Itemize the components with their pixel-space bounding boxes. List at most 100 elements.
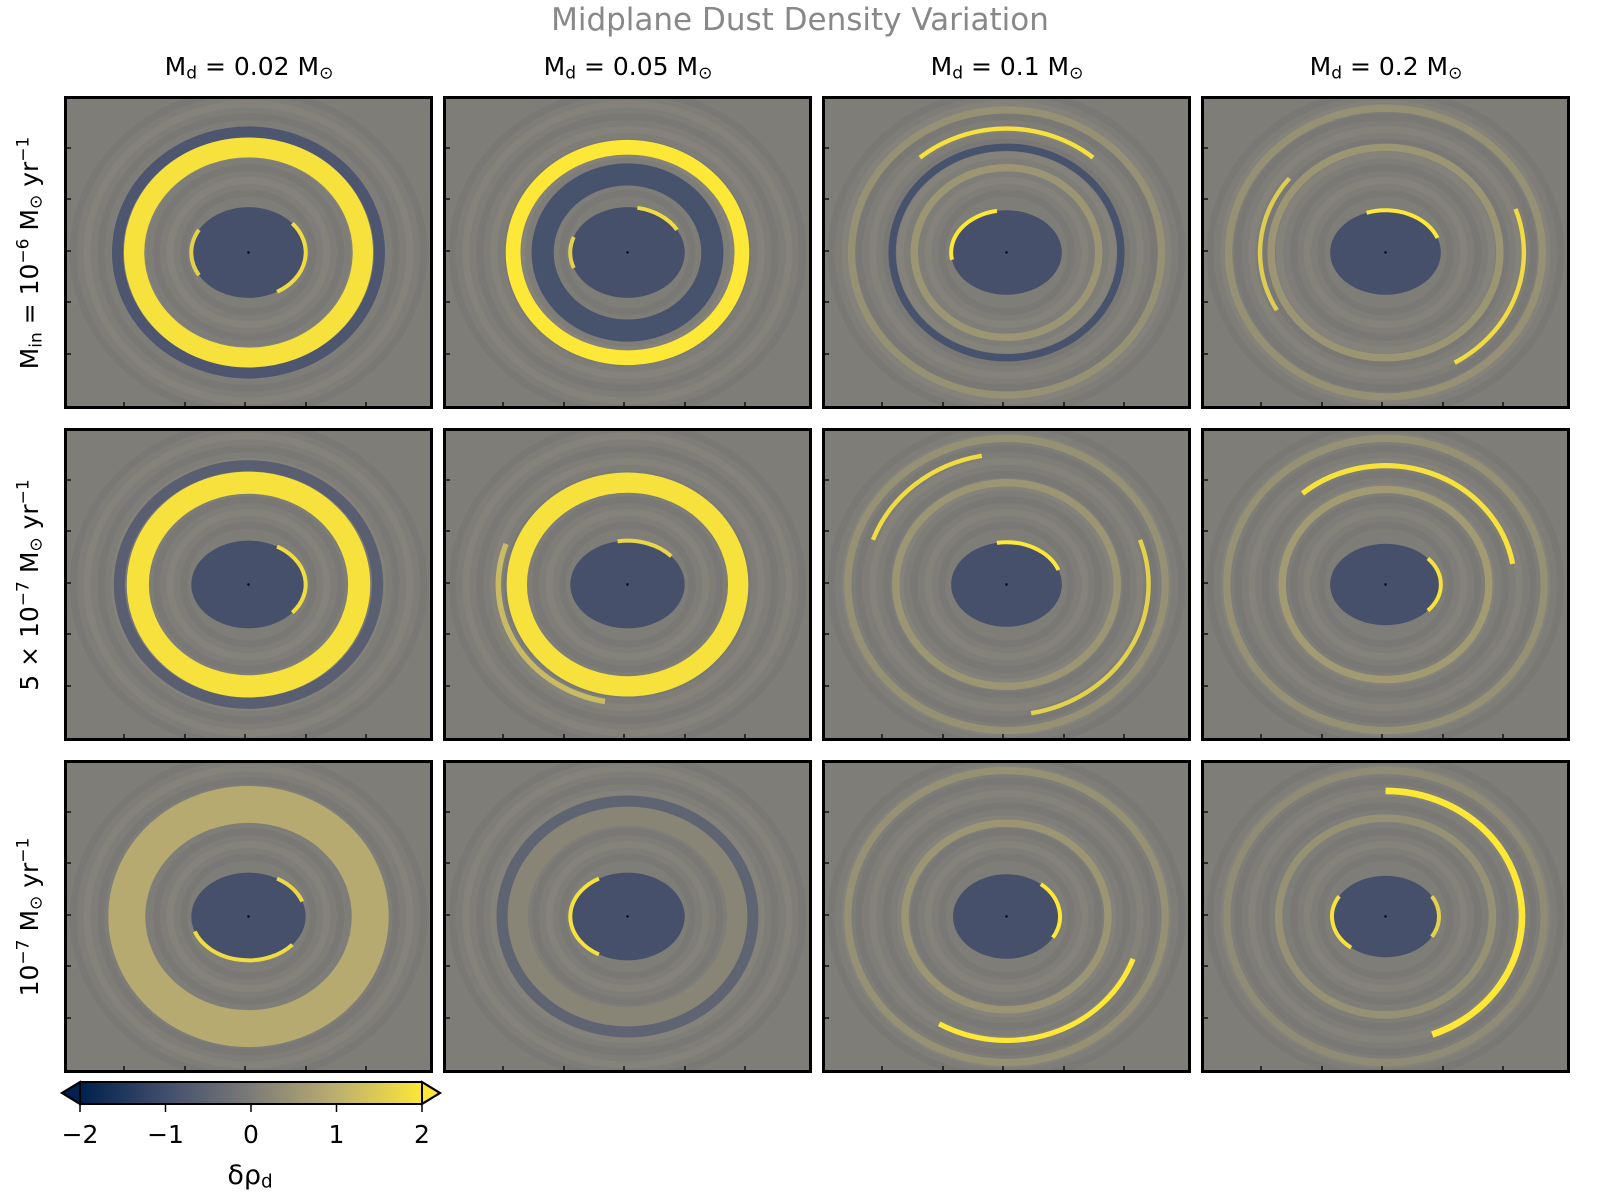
inner-edge-arc: [1330, 894, 1353, 950]
density-ring: [496, 795, 759, 1038]
heatmap-panel: [822, 760, 1191, 1073]
colorbar-extend-low: [60, 1080, 81, 1106]
inner-edge-arc: [276, 221, 308, 294]
ripple-ring: [827, 428, 1186, 741]
ripple-ring: [97, 113, 400, 392]
heatmap-panel: [822, 96, 1191, 409]
ripple-ring: [1317, 189, 1454, 316]
inner-edge-arc: [276, 544, 308, 615]
ripple-ring: [1262, 802, 1509, 1031]
colorbar-tick-label: −2: [61, 1120, 99, 1149]
ripple-ring: [883, 802, 1130, 1031]
panel-frame: [822, 96, 1191, 409]
ripple-ring: [166, 840, 331, 993]
inner-edge-arc: [276, 876, 305, 903]
density-ring: [1300, 463, 1516, 565]
ripple-ring: [1248, 457, 1523, 712]
density-ring: [844, 766, 1169, 1067]
density-ring: [505, 803, 750, 1030]
heatmap-svg: [443, 428, 812, 741]
ripple-ring: [448, 428, 807, 741]
ripple-ring: [1262, 138, 1509, 367]
ripple-ring: [152, 828, 345, 1005]
ripple-ring: [1317, 853, 1454, 980]
panel-frame: [443, 760, 812, 1073]
ripple-ring: [545, 840, 710, 993]
density-ring: [1224, 104, 1547, 401]
panel-frame: [443, 428, 812, 741]
star-marker: [1005, 251, 1008, 254]
heatmap-panel: [443, 760, 812, 1073]
heatmap-svg: [1201, 760, 1570, 1073]
inner-edge-arc: [568, 236, 576, 269]
figure-title: Midplane Dust Density Variation: [551, 2, 1049, 38]
ripple-ring: [883, 470, 1130, 699]
heatmap-svg: [822, 428, 1191, 741]
ripple-ring: [1317, 521, 1454, 648]
heatmap-panel: [1201, 96, 1570, 409]
inner-edge-arc: [192, 930, 294, 963]
ripple-ring: [448, 760, 807, 1073]
star-marker: [626, 251, 629, 254]
density-ring: [113, 460, 384, 709]
panel-frame: [64, 760, 433, 1073]
ripple-ring: [180, 189, 317, 316]
ripple-ring: [448, 96, 807, 409]
inner-edge-arc: [1426, 556, 1443, 613]
density-ring: [531, 163, 724, 342]
inner-edge-arc: [189, 228, 201, 277]
star-marker: [1005, 915, 1008, 918]
ripple-ring: [517, 151, 738, 354]
density-ring: [1274, 814, 1497, 1019]
ripple-ring: [152, 496, 345, 673]
density-ring: [111, 126, 386, 379]
density-ring: [888, 143, 1125, 362]
ripple-ring: [97, 777, 400, 1056]
ripple-ring: [910, 828, 1103, 1005]
ripple-ring: [910, 496, 1103, 673]
density-ring: [505, 139, 750, 366]
star-marker: [247, 915, 250, 918]
ripple-ring: [938, 853, 1075, 980]
ripple-ring: [69, 428, 428, 741]
density-ring: [870, 453, 983, 541]
density-ring: [847, 106, 1166, 399]
ripple-ring: [559, 189, 696, 316]
inner-edge-arc: [1366, 208, 1440, 239]
heatmap-svg: [1201, 96, 1570, 409]
ripple-ring: [69, 96, 428, 409]
ripple-ring: [896, 483, 1117, 686]
ripple-ring: [1206, 428, 1565, 741]
density-ring: [1453, 208, 1527, 365]
ripple-ring: [938, 189, 1075, 316]
star-marker: [1384, 583, 1387, 586]
panel-frame: [64, 428, 433, 741]
inner-edge-arc: [568, 876, 600, 957]
colorbar-tick-label: 2: [414, 1120, 430, 1149]
ripple-ring: [462, 764, 793, 1069]
heatmap-svg: [822, 96, 1191, 409]
heatmap-svg: [1201, 428, 1570, 741]
ripple-ring: [1289, 828, 1482, 1005]
colorbar-gradient: [80, 1082, 422, 1104]
ripple-ring: [1303, 840, 1468, 993]
ripple-ring: [855, 445, 1158, 724]
ripple-ring: [69, 760, 428, 1073]
inner-edge-arc: [1039, 882, 1062, 939]
ripple-ring: [1303, 508, 1468, 661]
ripple-ring: [1248, 125, 1523, 380]
ripple-ring: [152, 164, 345, 341]
heatmap-panel: [1201, 760, 1570, 1073]
ripple-ring: [1275, 151, 1496, 354]
heatmap-panel: [443, 428, 812, 741]
density-ring: [126, 471, 371, 698]
density-ring: [108, 786, 389, 1047]
ripple-ring: [462, 100, 793, 405]
density-ring: [1278, 485, 1493, 684]
ripple-ring: [924, 840, 1089, 993]
ripple-ring: [559, 521, 696, 648]
ripple-ring: [896, 151, 1117, 354]
ripple-ring: [827, 760, 1186, 1073]
ripple-ring: [166, 176, 331, 329]
